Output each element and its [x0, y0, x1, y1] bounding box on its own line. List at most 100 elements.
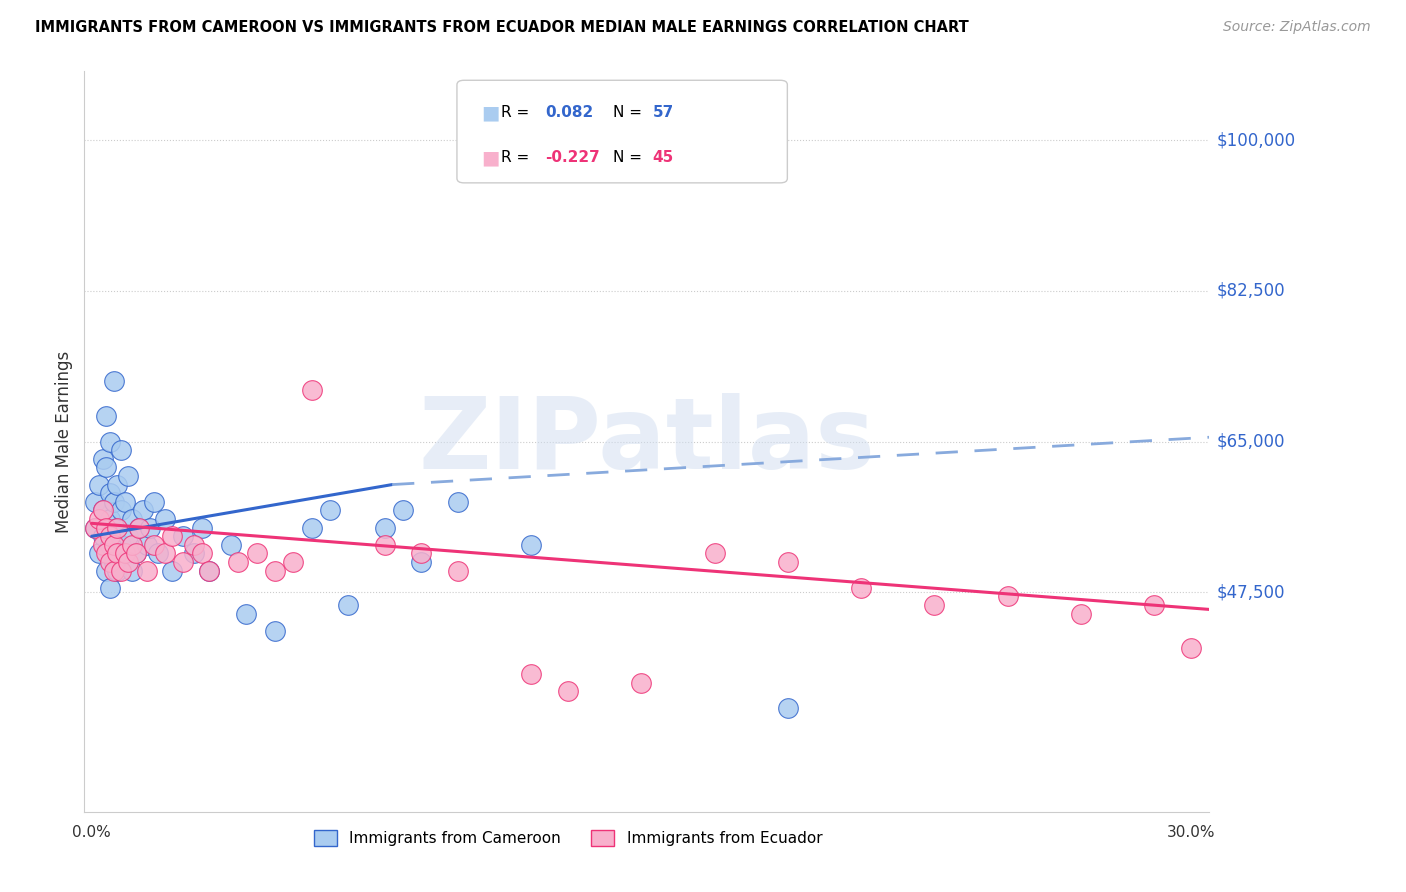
Immigrants from Ecuador — [128, 521, 150, 535]
Text: 30.0%: 30.0% — [1167, 824, 1215, 839]
Immigrants from Ecuador — [153, 546, 176, 560]
Immigrants from Cameroon — [139, 521, 162, 535]
Immigrants from Ecuador — [105, 546, 128, 560]
Immigrants from Ecuador — [447, 564, 470, 578]
Immigrants from Cameroon — [98, 538, 121, 552]
Immigrants from Ecuador — [124, 546, 146, 560]
Y-axis label: Median Male Earnings: Median Male Earnings — [55, 351, 73, 533]
Text: -0.227: -0.227 — [546, 150, 600, 165]
Immigrants from Ecuador — [226, 555, 249, 569]
Text: 45: 45 — [652, 150, 673, 165]
Immigrants from Ecuador — [776, 555, 799, 569]
Immigrants from Cameroon — [103, 374, 125, 388]
Immigrants from Cameroon — [132, 503, 155, 517]
Immigrants from Ecuador — [91, 503, 114, 517]
Text: ■: ■ — [481, 103, 499, 122]
Immigrants from Ecuador — [183, 538, 205, 552]
Immigrants from Cameroon — [103, 495, 125, 509]
Immigrants from Ecuador — [1070, 607, 1092, 621]
Immigrants from Cameroon — [337, 598, 360, 612]
Immigrants from Ecuador — [264, 564, 287, 578]
Immigrants from Cameroon — [121, 564, 143, 578]
Immigrants from Cameroon — [172, 529, 194, 543]
Text: N =: N = — [613, 150, 647, 165]
Immigrants from Cameroon — [103, 555, 125, 569]
Immigrants from Cameroon — [190, 521, 212, 535]
Immigrants from Cameroon — [84, 495, 107, 509]
Immigrants from Cameroon — [183, 546, 205, 560]
Immigrants from Cameroon — [103, 529, 125, 543]
Immigrants from Ecuador — [103, 538, 125, 552]
Immigrants from Cameroon — [198, 564, 221, 578]
Immigrants from Ecuador — [190, 546, 212, 560]
Immigrants from Ecuador — [630, 675, 652, 690]
Immigrants from Cameroon — [98, 434, 121, 449]
Text: Source: ZipAtlas.com: Source: ZipAtlas.com — [1223, 20, 1371, 34]
Immigrants from Cameroon — [135, 538, 157, 552]
Immigrants from Ecuador — [411, 546, 433, 560]
Text: ■: ■ — [481, 148, 499, 168]
Immigrants from Ecuador — [103, 564, 125, 578]
Text: R =: R = — [501, 105, 534, 120]
Immigrants from Cameroon — [301, 521, 323, 535]
Text: N =: N = — [613, 105, 647, 120]
Immigrants from Ecuador — [98, 529, 121, 543]
Immigrants from Cameroon — [105, 564, 128, 578]
Immigrants from Ecuador — [84, 521, 107, 535]
Immigrants from Cameroon — [110, 503, 132, 517]
Immigrants from Cameroon — [146, 546, 169, 560]
Immigrants from Cameroon — [235, 607, 257, 621]
Immigrants from Cameroon — [520, 538, 543, 552]
Immigrants from Cameroon — [87, 477, 110, 491]
Immigrants from Ecuador — [117, 555, 139, 569]
Immigrants from Ecuador — [135, 564, 157, 578]
Text: IMMIGRANTS FROM CAMEROON VS IMMIGRANTS FROM ECUADOR MEDIAN MALE EARNINGS CORRELA: IMMIGRANTS FROM CAMEROON VS IMMIGRANTS F… — [35, 20, 969, 35]
Immigrants from Ecuador — [1180, 641, 1202, 656]
Text: 0.0%: 0.0% — [72, 824, 111, 839]
Immigrants from Ecuador — [114, 546, 136, 560]
Immigrants from Cameroon — [319, 503, 342, 517]
Text: $82,500: $82,500 — [1216, 282, 1285, 300]
Immigrants from Cameroon — [87, 546, 110, 560]
Immigrants from Cameroon — [105, 521, 128, 535]
Immigrants from Ecuador — [301, 383, 323, 397]
Immigrants from Cameroon — [105, 477, 128, 491]
Immigrants from Ecuador — [96, 546, 118, 560]
Immigrants from Cameroon — [84, 521, 107, 535]
Immigrants from Ecuador — [91, 538, 114, 552]
Immigrants from Cameroon — [374, 521, 396, 535]
Immigrants from Ecuador — [121, 538, 143, 552]
Text: 57: 57 — [652, 105, 673, 120]
Immigrants from Ecuador — [87, 512, 110, 526]
Immigrants from Ecuador — [703, 546, 725, 560]
Immigrants from Ecuador — [172, 555, 194, 569]
Immigrants from Cameroon — [411, 555, 433, 569]
Immigrants from Ecuador — [924, 598, 946, 612]
Immigrants from Cameroon — [91, 451, 114, 466]
Immigrants from Ecuador — [198, 564, 221, 578]
Text: 0.082: 0.082 — [546, 105, 593, 120]
Immigrants from Ecuador — [245, 546, 267, 560]
Immigrants from Cameroon — [128, 521, 150, 535]
Immigrants from Cameroon — [91, 503, 114, 517]
Immigrants from Cameroon — [110, 443, 132, 458]
Immigrants from Cameroon — [98, 581, 121, 595]
Immigrants from Cameroon — [110, 538, 132, 552]
Immigrants from Ecuador — [1143, 598, 1166, 612]
Immigrants from Ecuador — [110, 564, 132, 578]
Immigrants from Ecuador — [997, 590, 1019, 604]
Text: $100,000: $100,000 — [1216, 131, 1295, 149]
Immigrants from Cameroon — [153, 512, 176, 526]
Immigrants from Cameroon — [264, 624, 287, 638]
Immigrants from Ecuador — [143, 538, 166, 552]
Immigrants from Ecuador — [98, 555, 121, 569]
Text: ZIPatlas: ZIPatlas — [419, 393, 875, 490]
Immigrants from Cameroon — [96, 460, 118, 475]
Immigrants from Cameroon — [162, 564, 184, 578]
Immigrants from Cameroon — [447, 495, 470, 509]
Immigrants from Ecuador — [96, 521, 118, 535]
Immigrants from Cameroon — [96, 521, 118, 535]
Immigrants from Cameroon — [392, 503, 415, 517]
Immigrants from Ecuador — [283, 555, 305, 569]
Immigrants from Cameroon — [98, 486, 121, 500]
